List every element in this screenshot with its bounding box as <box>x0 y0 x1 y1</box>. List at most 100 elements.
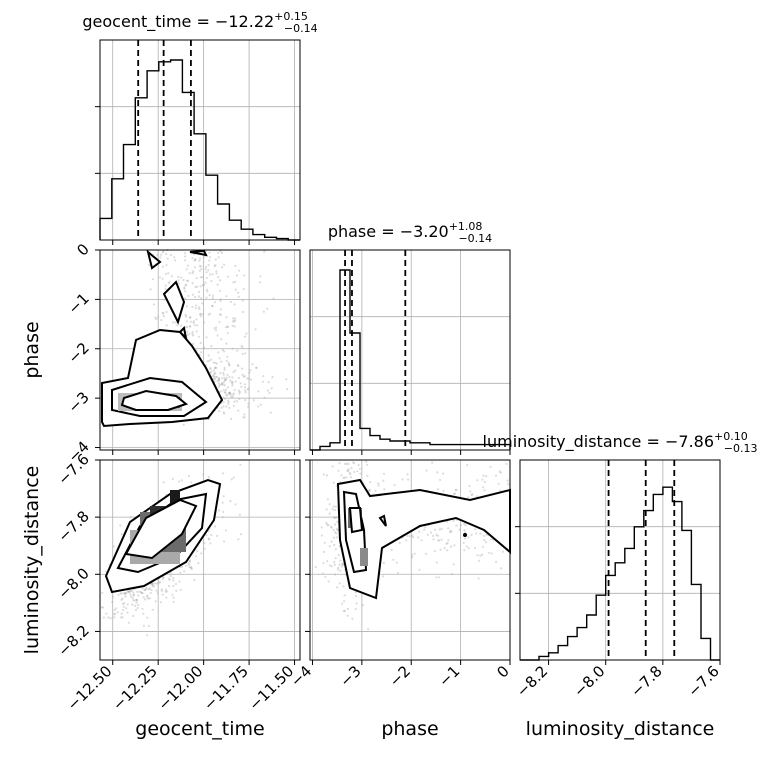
sample-point <box>261 380 264 383</box>
sample-point <box>208 359 211 362</box>
sample-point <box>228 391 231 394</box>
sample-point <box>365 460 368 463</box>
sample-point <box>132 614 135 618</box>
sample-point <box>224 378 227 381</box>
sample-point <box>182 278 185 282</box>
sample-point <box>138 590 141 593</box>
sample-point <box>354 591 358 594</box>
sample-point <box>223 350 226 353</box>
sample-point <box>346 469 349 472</box>
sample-point <box>167 282 170 285</box>
sample-point <box>168 578 171 581</box>
sample-point <box>257 390 260 393</box>
sample-point <box>464 537 467 540</box>
sample-point <box>201 312 204 316</box>
sample-point <box>327 524 330 527</box>
sample-point <box>201 283 204 287</box>
sample-point <box>145 588 148 591</box>
sample-point <box>396 571 399 574</box>
sample-point <box>162 315 165 318</box>
contour-inner <box>124 498 198 560</box>
sample-point <box>232 319 235 322</box>
sample-point <box>434 528 437 532</box>
sample-point <box>231 395 234 399</box>
sample-point <box>211 304 214 308</box>
sample-point <box>215 366 218 369</box>
sample-point <box>211 296 214 300</box>
sample-point <box>382 562 385 565</box>
sample-point <box>217 256 220 259</box>
sample-point <box>120 592 123 595</box>
sample-point <box>151 583 154 586</box>
x-tick-label: −4 <box>287 662 315 690</box>
sample-point <box>235 274 238 277</box>
sample-point <box>222 495 225 498</box>
sample-point <box>361 604 365 607</box>
sample-point <box>147 624 151 628</box>
sample-point <box>343 609 346 613</box>
density-cell <box>170 490 180 510</box>
sample-point <box>213 378 216 381</box>
sample-point <box>343 600 346 603</box>
sample-point <box>159 256 162 259</box>
sample-point <box>146 634 149 637</box>
sample-point <box>223 391 227 394</box>
sample-point <box>161 576 165 579</box>
sample-point <box>186 330 189 333</box>
sample-point <box>227 363 231 366</box>
sample-point <box>348 471 351 475</box>
sample-point <box>214 366 217 369</box>
sample-point <box>436 488 440 491</box>
sample-point <box>172 579 175 582</box>
sample-point <box>183 287 186 290</box>
sample-point <box>243 416 246 419</box>
sample-point <box>237 364 240 367</box>
sample-point <box>120 598 123 601</box>
sample-point <box>124 595 127 598</box>
sample-point <box>341 562 345 565</box>
sample-point <box>185 564 188 568</box>
sample-point <box>368 488 371 491</box>
sample-point <box>232 281 235 284</box>
sample-point <box>485 533 488 536</box>
sample-point <box>129 593 132 596</box>
sample-point <box>440 527 443 531</box>
sample-point <box>192 334 195 337</box>
sample-point <box>252 399 255 402</box>
sample-point <box>219 313 222 316</box>
y-axis-label-phase: phase <box>21 321 43 378</box>
sample-point <box>194 296 197 299</box>
sample-point <box>188 272 191 275</box>
sample-point <box>165 590 168 593</box>
x-tick-label: −8.0 <box>570 662 608 700</box>
title-phase: phase = −3.20+1.08 −0.14 <box>328 220 492 245</box>
panel-geocent_time <box>99 39 301 241</box>
sample-point <box>170 275 173 278</box>
sample-point <box>234 288 237 291</box>
sample-point <box>198 259 201 262</box>
sample-point <box>418 530 421 533</box>
sample-point <box>349 473 352 476</box>
contour-island <box>162 280 186 325</box>
sample-point <box>218 509 221 512</box>
sample-point <box>270 387 273 390</box>
sample-point <box>191 305 194 309</box>
sample-point <box>193 578 196 582</box>
sample-point <box>469 490 472 493</box>
sample-point <box>463 549 466 552</box>
sample-point <box>184 326 187 329</box>
sample-point <box>194 307 197 310</box>
sample-point <box>334 531 337 534</box>
sample-point <box>244 391 247 394</box>
sample-point <box>338 563 341 566</box>
sample-point <box>246 388 249 391</box>
sample-point <box>452 563 455 566</box>
sample-point <box>161 251 165 254</box>
sample-point <box>208 251 211 254</box>
sample-point <box>198 307 201 311</box>
sample-point <box>436 471 439 474</box>
sample-point <box>226 373 229 377</box>
sample-point <box>203 547 206 550</box>
sample-point <box>198 295 201 298</box>
sample-point <box>165 252 168 256</box>
